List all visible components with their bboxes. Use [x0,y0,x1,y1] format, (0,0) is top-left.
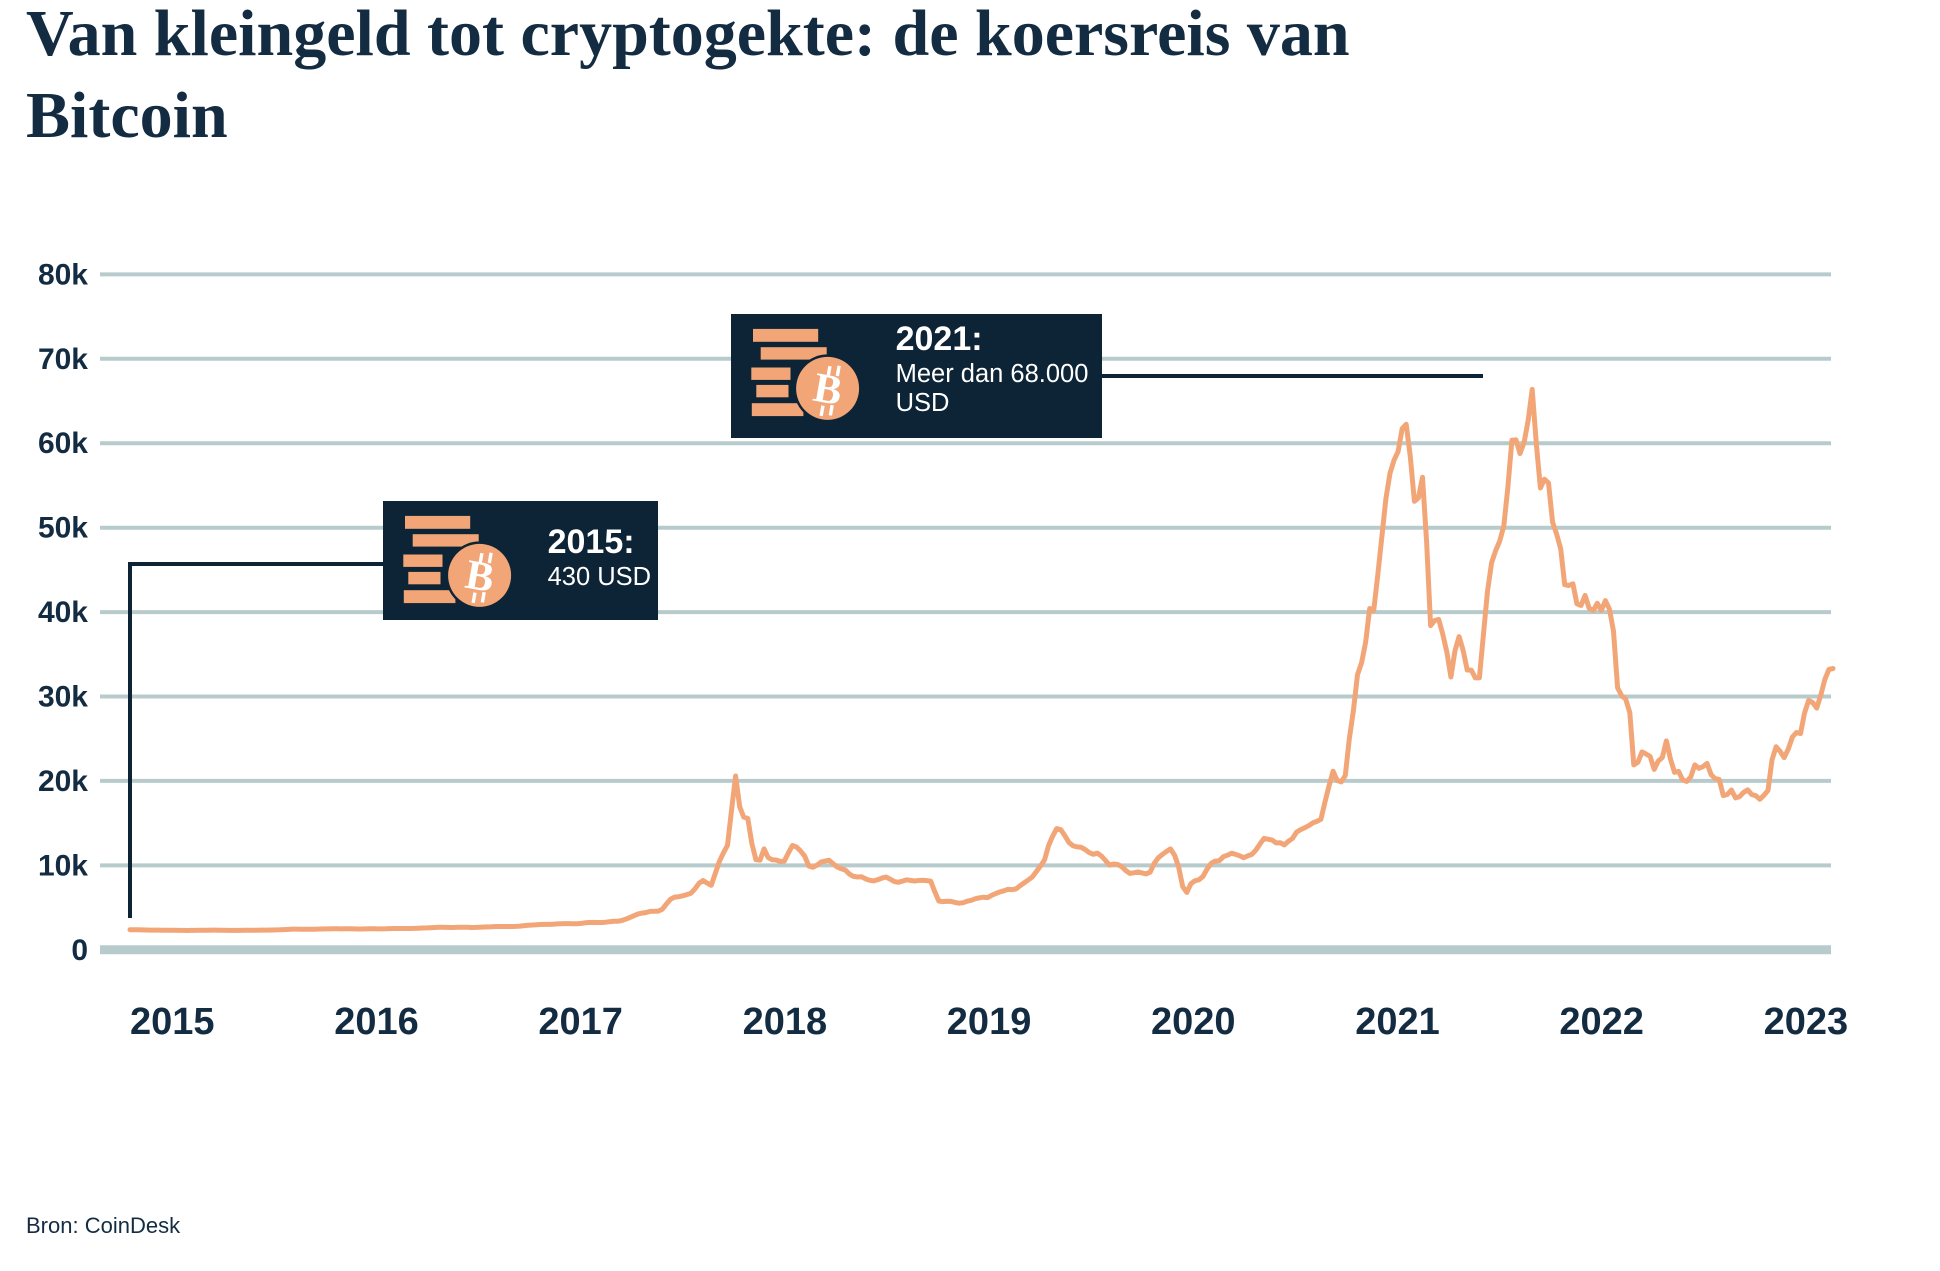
svg-text:80k: 80k [38,258,88,291]
svg-text:2021: 2021 [1355,1001,1440,1043]
svg-text:10k: 10k [38,849,88,882]
svg-text:2016: 2016 [334,1001,419,1043]
svg-text:2021:: 2021: [896,320,983,358]
svg-text:2015: 2015 [130,1001,215,1043]
svg-text:50k: 50k [38,512,88,545]
svg-text:70k: 70k [38,343,88,376]
svg-text:USD: USD [896,389,950,417]
svg-text:2015:: 2015: [548,523,635,561]
svg-text:40k: 40k [38,596,88,629]
svg-text:2022: 2022 [1559,1001,1644,1043]
svg-text:2019: 2019 [947,1001,1032,1043]
svg-text:2017: 2017 [538,1001,623,1043]
svg-text:60k: 60k [38,427,88,460]
svg-text:0: 0 [71,934,88,967]
svg-text:2020: 2020 [1151,1001,1236,1043]
svg-text:20k: 20k [38,765,88,798]
svg-text:2023: 2023 [1764,1001,1849,1043]
svg-text:30k: 30k [38,681,88,714]
svg-text:430 USD: 430 USD [548,563,651,591]
svg-text:2018: 2018 [743,1001,828,1043]
svg-text:Meer dan 68.000: Meer dan 68.000 [896,360,1089,388]
